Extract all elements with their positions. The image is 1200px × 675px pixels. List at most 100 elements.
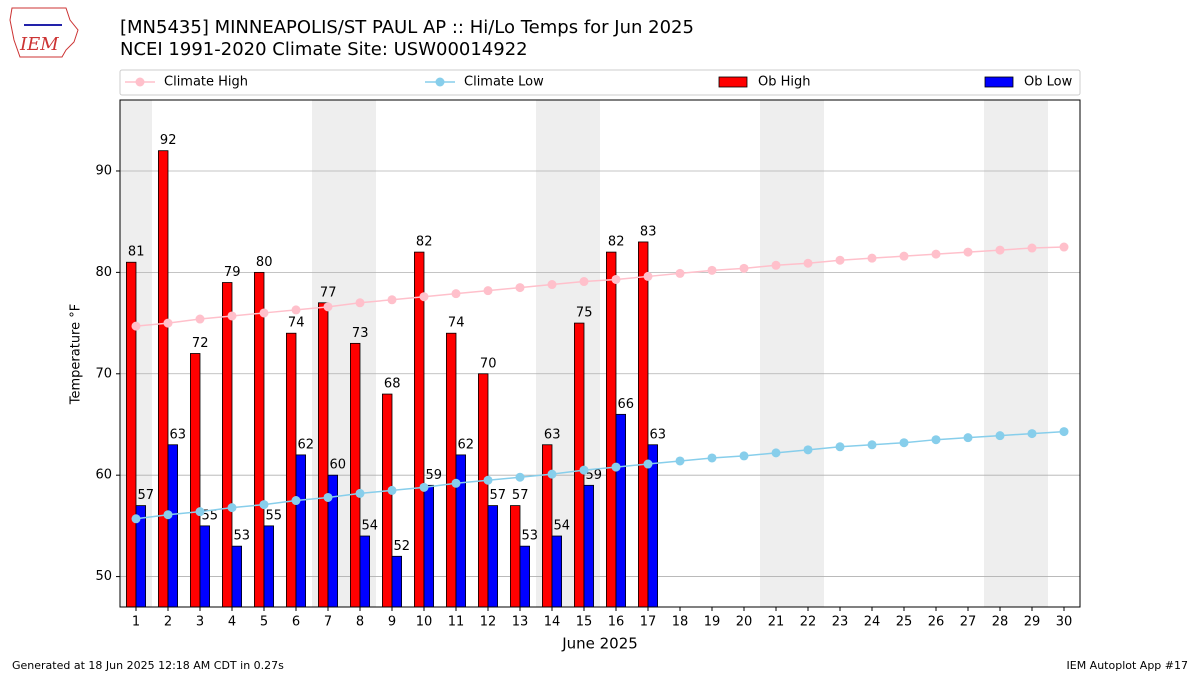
legend-swatch [718,76,748,88]
x-tick-label: 5 [260,615,268,630]
bar [647,444,659,608]
x-tick-label: 2 [164,615,172,630]
legend-label: Climate Low [464,75,544,90]
data-label: 68 [384,377,401,392]
bar [157,150,169,608]
line-point [547,469,557,479]
bar [317,302,329,608]
x-tick-label: 19 [704,615,721,630]
data-label: 57 [138,488,155,503]
x-tick-label: 15 [576,615,593,630]
data-label: 63 [650,427,667,442]
line-point [867,253,877,263]
line-point [483,475,493,485]
bar [606,251,617,608]
line-point [739,263,749,273]
x-tick-label: 14 [544,615,561,630]
line-point [803,445,813,455]
line-point [803,258,813,268]
weekend-shade [792,100,824,607]
bar [221,282,233,608]
bar [285,332,297,608]
data-label: 57 [490,488,507,503]
y-tick-label: 70 [95,366,112,381]
data-label: 62 [458,437,475,452]
bar [391,555,403,608]
x-tick-label: 18 [672,615,689,630]
line-point [355,298,365,308]
data-label: 73 [352,326,369,341]
line-point [195,314,205,324]
x-tick-label: 29 [1024,615,1041,630]
x-tick-label: 28 [992,615,1009,630]
logo: IEM [9,7,79,58]
y-tick-label: 50 [95,569,112,584]
line-point [611,462,621,472]
x-tick-label: 30 [1056,615,1073,630]
data-label: 59 [426,468,443,483]
legend-swatch [984,76,1014,88]
x-tick-label: 1 [132,615,140,630]
x-tick-label: 16 [608,615,625,630]
plot-frame [119,99,1081,608]
line-point [579,465,589,475]
data-label: 79 [224,265,241,280]
line-point [995,245,1005,255]
bar [542,444,553,608]
line-point [259,500,269,510]
line-point [931,249,941,259]
line-point [163,510,173,520]
line-point [419,292,429,302]
footer-right: IEM Autoplot App #17 [1067,659,1189,672]
line [135,430,1065,520]
x-tick-label: 13 [512,615,529,630]
logo-text: IEM [19,34,59,55]
line-point [259,308,269,318]
bar [231,545,243,608]
line-point [675,268,685,278]
bar [263,525,275,608]
bar [423,484,435,608]
x-tick-label: 26 [928,615,945,630]
bar [413,251,425,608]
data-label: 52 [394,539,411,554]
line-point [227,311,237,321]
legend-box [119,69,1081,96]
line-point [995,431,1005,441]
chart-subtitle: NCEI 1991-2020 Climate Site: USW00014922 [120,39,528,60]
data-label: 82 [416,235,433,250]
bar [509,505,521,608]
data-label: 74 [448,316,465,331]
bar [359,535,371,608]
x-axis-label: June 2025 [561,635,638,653]
line-point [227,503,237,513]
line-point [515,283,525,293]
x-tick-label: 17 [640,615,657,630]
bar [477,373,489,608]
x-tick-label: 20 [736,615,753,630]
line-point [963,247,973,257]
y-tick-label: 90 [95,163,112,178]
line-point [291,496,301,506]
line-point [675,456,685,466]
line-point [291,305,301,315]
line-point [835,255,845,265]
data-label: 62 [298,437,315,452]
weekend-shade [1016,100,1048,607]
line-point [195,507,205,517]
line-point [611,274,621,284]
legend-marker [135,77,145,87]
line-point [739,451,749,461]
data-label: 54 [362,519,379,534]
x-tick-label: 10 [416,615,433,630]
line-point [131,514,141,524]
bar [487,505,499,608]
data-label: 55 [202,508,219,523]
legend-label: Climate High [164,75,248,90]
x-tick-label: 22 [800,615,817,630]
data-label: 75 [576,306,593,321]
data-label: 63 [170,427,187,442]
x-tick-label: 23 [832,615,849,630]
data-label: 53 [522,529,539,544]
data-label: 92 [160,133,177,148]
